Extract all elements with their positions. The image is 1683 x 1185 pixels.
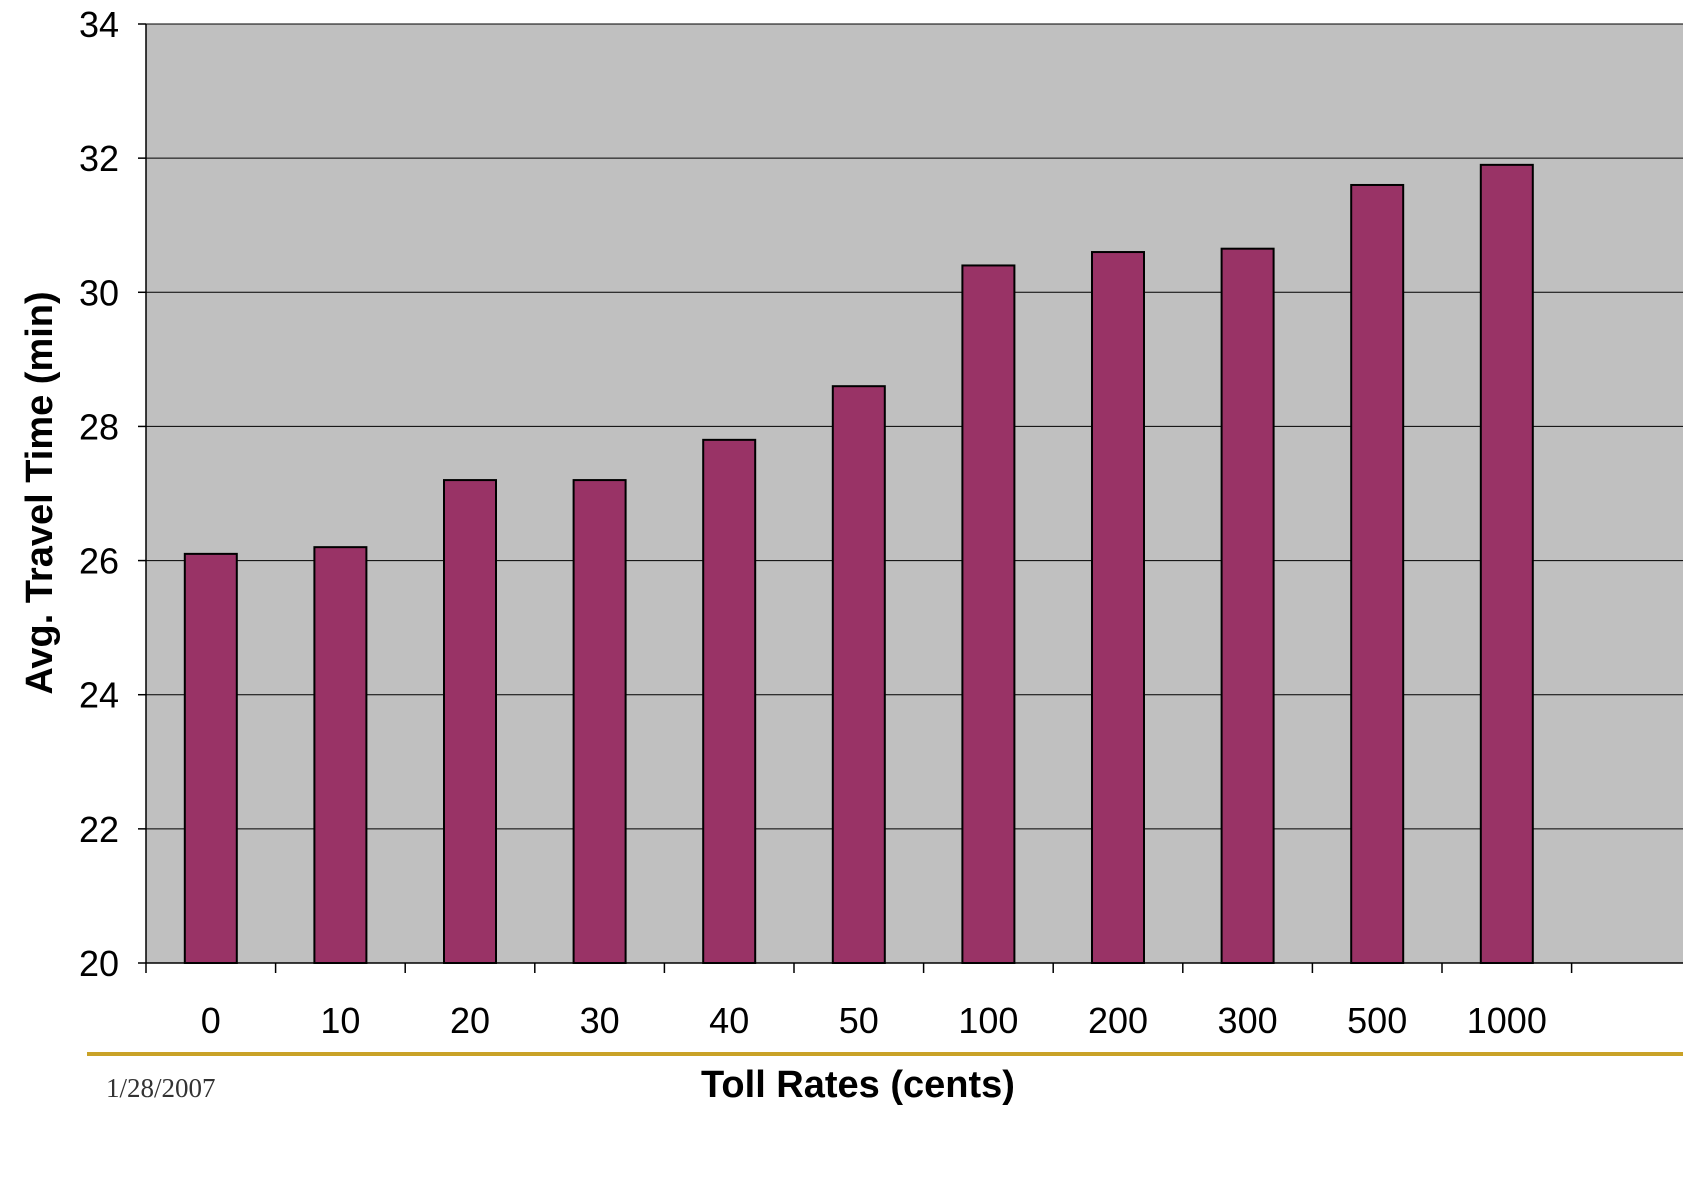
bar-1000 bbox=[1479, 163, 1534, 965]
y-tick-label: 20 bbox=[79, 943, 119, 984]
tick-labels: 20 22 24 26 28 30 32 34 0 10 20 30 40 50 100 200 300 500 1… bbox=[79, 4, 1547, 1041]
x-tick-label: 10 bbox=[320, 1000, 360, 1041]
x-tick-label: 20 bbox=[450, 1000, 490, 1041]
bar-20 bbox=[443, 479, 497, 964]
y-tick-label: 30 bbox=[79, 272, 119, 313]
gridlines bbox=[146, 23, 1683, 830]
bar-30 bbox=[572, 479, 627, 964]
bars bbox=[183, 163, 1534, 965]
x-tick-label: 40 bbox=[709, 1000, 749, 1041]
x-tick-label: 500 bbox=[1347, 1000, 1407, 1041]
y-tick-label: 28 bbox=[79, 406, 119, 447]
x-axis-title: Toll Rates (cents) bbox=[701, 1064, 1015, 1106]
slide-date: 1/28/2007 bbox=[106, 1073, 216, 1103]
x-tick-label: 300 bbox=[1218, 1000, 1278, 1041]
y-tick-label: 22 bbox=[79, 809, 119, 850]
x-tick-label: 100 bbox=[958, 1000, 1018, 1041]
x-tick-label: 0 bbox=[201, 1000, 221, 1041]
axes bbox=[138, 23, 1683, 973]
bar-500 bbox=[1350, 183, 1405, 964]
y-tick-label: 32 bbox=[79, 138, 119, 179]
bar-100 bbox=[961, 264, 1016, 964]
y-tick-label: 34 bbox=[79, 4, 119, 45]
bar-200 bbox=[1091, 251, 1145, 965]
x-tick-label: 1000 bbox=[1467, 1000, 1547, 1041]
bar-50 bbox=[831, 385, 886, 964]
x-tick-label: 50 bbox=[839, 1000, 879, 1041]
y-axis-title: Avg. Travel Time (min) bbox=[19, 291, 61, 694]
bar-10 bbox=[313, 546, 368, 965]
bar-300 bbox=[1220, 247, 1275, 965]
x-tick-label: 200 bbox=[1088, 1000, 1148, 1041]
plot-area bbox=[146, 24, 1683, 963]
y-tick-label: 24 bbox=[79, 675, 119, 716]
y-tick-label: 26 bbox=[79, 541, 119, 582]
bar-40 bbox=[702, 438, 757, 965]
bar-0 bbox=[183, 552, 238, 964]
x-tick-label: 30 bbox=[580, 1000, 620, 1041]
